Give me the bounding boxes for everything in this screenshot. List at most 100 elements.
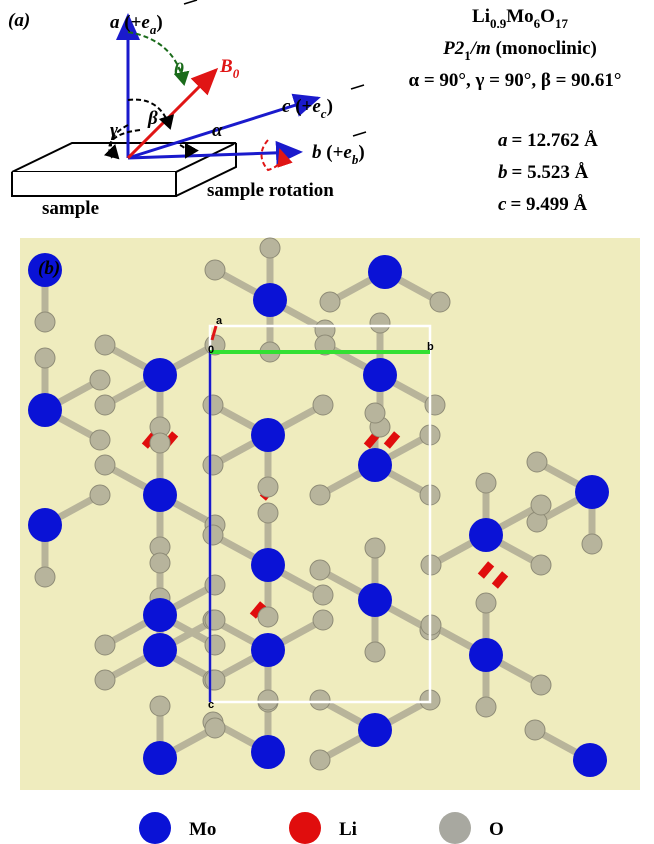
angle-label: α bbox=[212, 120, 223, 141]
o-atom bbox=[205, 610, 225, 630]
space-group: P21/m (monoclinic) bbox=[442, 38, 597, 63]
legend-swatch bbox=[139, 812, 171, 844]
o-atom bbox=[35, 567, 55, 587]
caption: sample rotation bbox=[207, 180, 334, 201]
close: ) bbox=[156, 12, 162, 33]
mo-atom bbox=[573, 743, 607, 777]
o-atom bbox=[203, 455, 223, 475]
cell-label: a bbox=[216, 315, 223, 327]
symbol: a bbox=[498, 130, 508, 151]
o-atom bbox=[313, 585, 333, 605]
mo-atom bbox=[143, 598, 177, 632]
o-atom bbox=[95, 670, 115, 690]
axis-label: b (+eb) bbox=[312, 142, 365, 167]
o-atom bbox=[582, 534, 602, 554]
f: 0.9 bbox=[490, 16, 507, 31]
mo-atom bbox=[28, 508, 62, 542]
o-atom bbox=[527, 452, 547, 472]
mo-atom bbox=[358, 713, 392, 747]
o-atom bbox=[310, 690, 330, 710]
o-atom bbox=[150, 553, 170, 573]
o-atom bbox=[203, 525, 223, 545]
s: (monoclinic) bbox=[496, 38, 597, 59]
f: O bbox=[540, 6, 555, 27]
legend-label: O bbox=[489, 819, 504, 840]
angles: α = 90°, γ = 90°, β = 90.61° bbox=[408, 70, 621, 91]
o-atom bbox=[95, 395, 115, 415]
symbol: c bbox=[498, 194, 507, 215]
o-atom bbox=[258, 607, 278, 627]
lattice-param: a= 12.762 Å bbox=[498, 130, 598, 151]
f: Mo bbox=[506, 6, 533, 27]
mo-atom bbox=[575, 475, 609, 509]
mo-atom bbox=[251, 548, 285, 582]
o-atom bbox=[205, 575, 225, 595]
figure: (a) a (+ea) c (+ec) b (+eb) B0 θ β γ α s… bbox=[0, 0, 654, 844]
mo-atom bbox=[143, 478, 177, 512]
o-atom bbox=[95, 635, 115, 655]
o-atom bbox=[370, 313, 390, 333]
subscript: 0 bbox=[233, 66, 240, 81]
o-atom bbox=[150, 696, 170, 716]
o-atom bbox=[90, 485, 110, 505]
mo-atom bbox=[143, 741, 177, 775]
mo-atom bbox=[251, 735, 285, 769]
mo-atom bbox=[363, 358, 397, 392]
o-atom bbox=[258, 503, 278, 523]
sample-slab bbox=[12, 143, 236, 196]
legend-label: Mo bbox=[189, 819, 216, 840]
o-atom bbox=[203, 395, 223, 415]
mo-atom bbox=[251, 418, 285, 452]
cell-label: b bbox=[427, 341, 434, 353]
mo-atom bbox=[28, 393, 62, 427]
vector-bars bbox=[184, 0, 366, 136]
caption: sample bbox=[42, 198, 99, 219]
o-atom bbox=[35, 348, 55, 368]
lattice-param: c= 9.499 Å bbox=[498, 194, 588, 215]
open: (+ bbox=[326, 142, 343, 163]
o-atom bbox=[365, 403, 385, 423]
mo-atom bbox=[368, 255, 402, 289]
o-atom bbox=[150, 433, 170, 453]
field-label: B0 bbox=[219, 56, 240, 81]
s: P2 bbox=[442, 38, 465, 59]
lattice-param: b= 5.523 Å bbox=[498, 162, 589, 183]
o-atom bbox=[205, 718, 225, 738]
f: Li bbox=[472, 6, 490, 27]
mo-atom bbox=[251, 633, 285, 667]
formula: Li0.9Mo6O17 bbox=[472, 6, 568, 31]
o-atom bbox=[90, 370, 110, 390]
cell-label: c bbox=[208, 699, 214, 711]
o-atom bbox=[260, 238, 280, 258]
o-atom bbox=[476, 593, 496, 613]
o-atom bbox=[430, 292, 450, 312]
mo-atom bbox=[253, 283, 287, 317]
open: (+ bbox=[124, 12, 141, 33]
mo-atom bbox=[143, 633, 177, 667]
angle-label: β bbox=[147, 108, 158, 129]
f: 17 bbox=[555, 16, 569, 31]
mo-atom bbox=[358, 448, 392, 482]
o-atom bbox=[525, 720, 545, 740]
o-atom bbox=[476, 697, 496, 717]
mo-atom bbox=[469, 638, 503, 672]
o-atom bbox=[320, 292, 340, 312]
angle-label: θ bbox=[174, 60, 184, 81]
panel-label: (b) bbox=[38, 258, 60, 279]
mo-atom bbox=[358, 583, 392, 617]
cell-label: 0 bbox=[208, 344, 214, 356]
mo-atom bbox=[143, 358, 177, 392]
o-atom bbox=[205, 260, 225, 280]
open: (+ bbox=[295, 96, 312, 117]
o-atom bbox=[425, 395, 445, 415]
o-atom bbox=[365, 538, 385, 558]
legend-swatch bbox=[289, 812, 321, 844]
mo-atom bbox=[469, 518, 503, 552]
o-atom bbox=[35, 312, 55, 332]
o-atom bbox=[310, 485, 330, 505]
panel-label: (a) bbox=[8, 10, 30, 31]
o-atom bbox=[310, 750, 330, 770]
o-atom bbox=[365, 642, 385, 662]
symbol: a bbox=[110, 12, 120, 33]
o-atom bbox=[313, 610, 333, 630]
